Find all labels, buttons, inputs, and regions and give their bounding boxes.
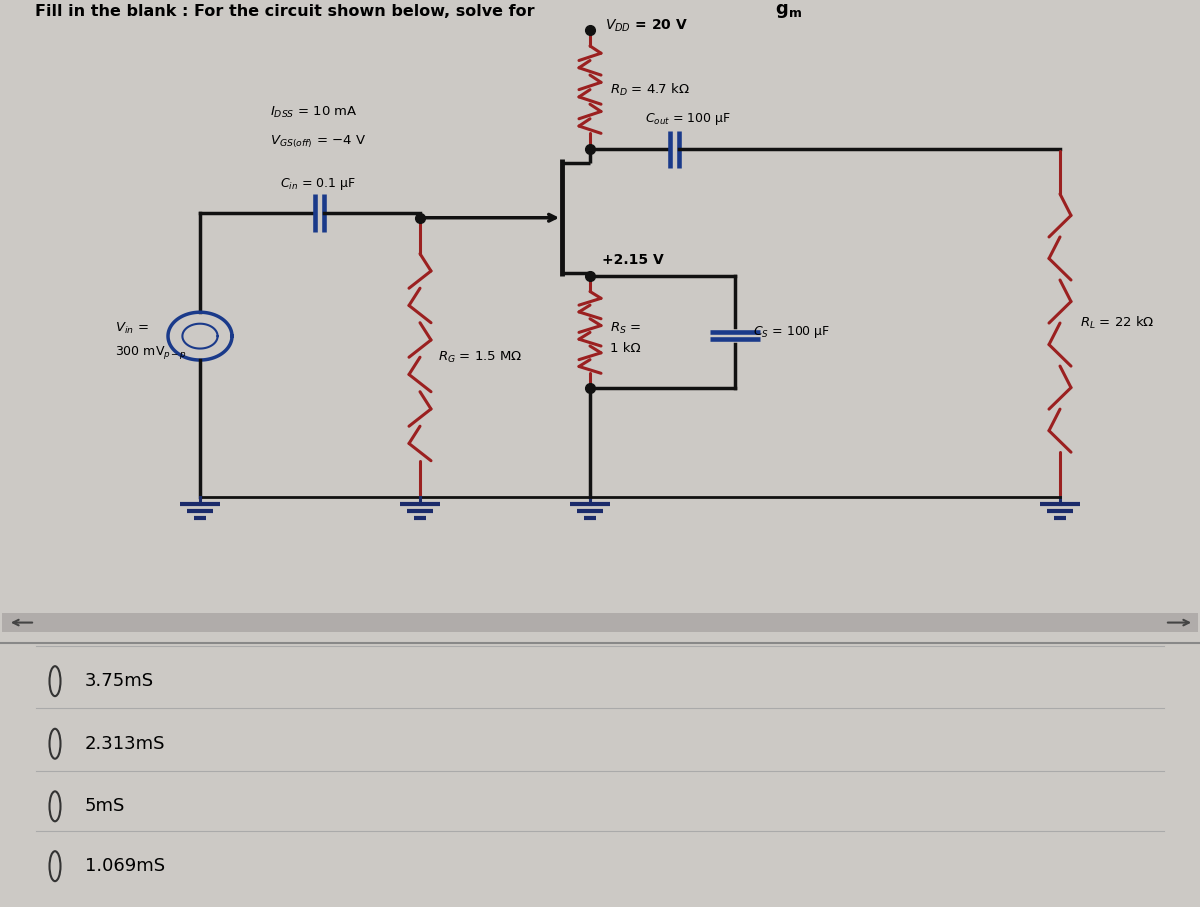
- FancyBboxPatch shape: [2, 613, 1198, 632]
- Text: $C_S$ = 100 μF: $C_S$ = 100 μF: [754, 325, 830, 340]
- Text: 2.313mS: 2.313mS: [85, 735, 166, 753]
- Text: $V_{in}$ =: $V_{in}$ =: [115, 321, 149, 336]
- Text: $R_S$ =: $R_S$ =: [610, 321, 641, 336]
- Text: 1 kΩ: 1 kΩ: [610, 342, 641, 356]
- Text: $\mathbf{g}_\mathbf{m}$: $\mathbf{g}_\mathbf{m}$: [775, 2, 802, 20]
- Text: 5mS: 5mS: [85, 797, 125, 815]
- Text: $R_L$ = 22 kΩ: $R_L$ = 22 kΩ: [1080, 315, 1154, 331]
- Text: $I_{DSS}$ = 10 mA: $I_{DSS}$ = 10 mA: [270, 104, 358, 120]
- Text: $C_{out}$ = 100 μF: $C_{out}$ = 100 μF: [646, 111, 731, 127]
- Text: Fill in the blank : For the circuit shown below, solve for: Fill in the blank : For the circuit show…: [35, 4, 540, 19]
- Text: $R_D$ = 4.7 kΩ: $R_D$ = 4.7 kΩ: [610, 82, 690, 98]
- Text: 1.069mS: 1.069mS: [85, 857, 166, 875]
- Text: 3.75mS: 3.75mS: [85, 672, 154, 690]
- Text: +2.15 V: +2.15 V: [602, 253, 664, 268]
- Text: $R_G$ = 1.5 MΩ: $R_G$ = 1.5 MΩ: [438, 350, 523, 365]
- Text: $C_{in}$ = 0.1 μF: $C_{in}$ = 0.1 μF: [280, 176, 355, 192]
- Text: $V_{GS(off)}$ = −4 V: $V_{GS(off)}$ = −4 V: [270, 133, 366, 151]
- Text: $V_{DD}$ = 20 V: $V_{DD}$ = 20 V: [605, 18, 688, 34]
- Text: 300 mV$_{p-p}$: 300 mV$_{p-p}$: [115, 344, 187, 361]
